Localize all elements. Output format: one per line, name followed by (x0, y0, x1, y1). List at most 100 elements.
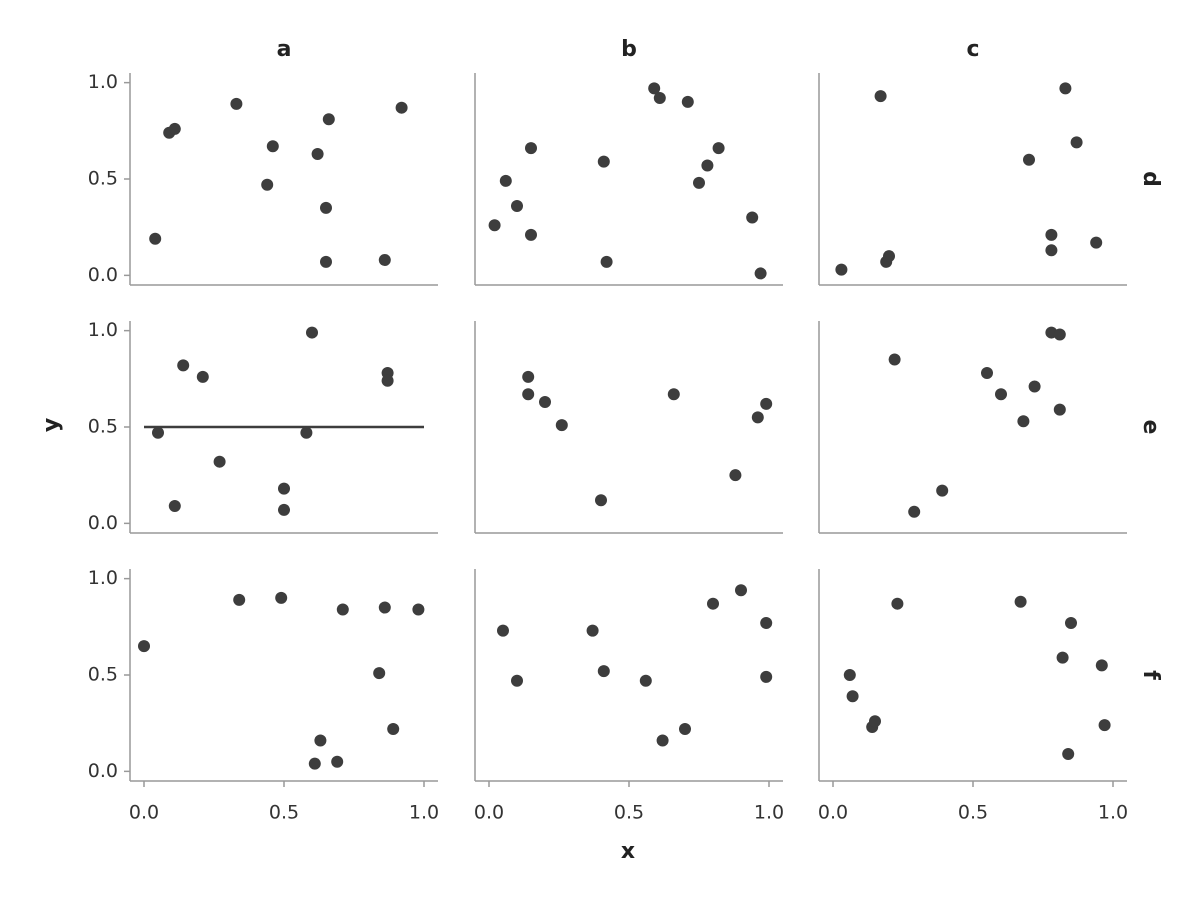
point (525, 228, 537, 241)
point (760, 670, 773, 683)
point (233, 593, 246, 606)
point (1017, 415, 1030, 428)
point (373, 667, 386, 680)
point (488, 219, 501, 232)
point (378, 601, 391, 614)
point (995, 388, 1007, 401)
point (667, 388, 680, 401)
point (381, 374, 394, 387)
point (712, 142, 725, 155)
point (1065, 616, 1077, 629)
x-tick-label: 0.0 (129, 802, 159, 824)
point (729, 469, 742, 482)
point (266, 140, 279, 153)
point (600, 255, 613, 268)
point (888, 353, 901, 366)
y-tick-label: 1.0 (88, 319, 118, 341)
y-tick-label: 0.5 (88, 168, 118, 190)
point (843, 669, 856, 681)
point (230, 97, 243, 110)
point (395, 101, 408, 114)
point (539, 395, 551, 408)
point (497, 624, 509, 637)
point (213, 455, 226, 468)
point (751, 411, 764, 424)
y-tick-label: 1.0 (88, 567, 118, 589)
point (308, 757, 321, 770)
point (278, 503, 290, 516)
y-axis-label: y (39, 418, 64, 432)
point (1028, 380, 1041, 393)
point (499, 174, 512, 187)
point (322, 113, 335, 126)
column-label: b (621, 37, 637, 62)
point (511, 674, 523, 687)
point (653, 92, 666, 105)
point (846, 690, 859, 703)
point (1053, 403, 1066, 416)
row-label: f (1138, 670, 1163, 680)
x-tick-label: 0.5 (614, 802, 644, 824)
point (883, 250, 895, 263)
point (908, 505, 921, 518)
point (278, 482, 290, 495)
point (138, 640, 150, 653)
point (320, 255, 332, 268)
y-tick-label: 0.0 (88, 760, 118, 782)
point (320, 201, 332, 214)
point (149, 232, 162, 245)
point (746, 211, 759, 224)
point (981, 367, 993, 380)
point (639, 674, 652, 687)
point (586, 624, 599, 637)
point (1023, 153, 1035, 166)
point (648, 82, 661, 95)
x-tick-label: 0.0 (818, 802, 848, 824)
point (707, 597, 719, 610)
point (760, 616, 773, 629)
point (1095, 659, 1108, 672)
point (152, 426, 164, 439)
point (869, 715, 881, 728)
point (177, 359, 190, 372)
x-tick-label: 1.0 (1098, 802, 1128, 824)
point (1062, 748, 1075, 761)
point (168, 500, 181, 513)
row-label: e (1138, 420, 1163, 435)
point (511, 199, 523, 212)
point (168, 122, 181, 135)
y-tick-label: 1.0 (88, 71, 118, 93)
x-tick-label: 1.0 (754, 802, 784, 824)
y-tick-label: 0.5 (88, 416, 118, 438)
point (681, 95, 694, 108)
point (522, 370, 535, 383)
point (1045, 228, 1058, 241)
point (656, 734, 669, 747)
point (760, 397, 773, 410)
point (693, 176, 705, 189)
point (1053, 328, 1066, 341)
point (306, 326, 318, 339)
y-tick-label: 0.0 (88, 264, 118, 286)
point (1056, 651, 1069, 664)
column-label: a (277, 37, 292, 62)
point (311, 147, 324, 160)
point (1090, 236, 1103, 249)
point (1014, 595, 1027, 608)
point (387, 722, 400, 735)
point (522, 388, 535, 401)
row-label: d (1138, 171, 1163, 187)
point (874, 90, 887, 103)
y-tick-label: 0.5 (88, 664, 118, 686)
point (735, 584, 747, 597)
point (701, 159, 714, 172)
point (525, 142, 537, 155)
point (597, 665, 610, 678)
point (261, 178, 274, 191)
point (1045, 244, 1058, 257)
point (412, 603, 425, 616)
point (300, 426, 313, 439)
point (597, 155, 610, 168)
